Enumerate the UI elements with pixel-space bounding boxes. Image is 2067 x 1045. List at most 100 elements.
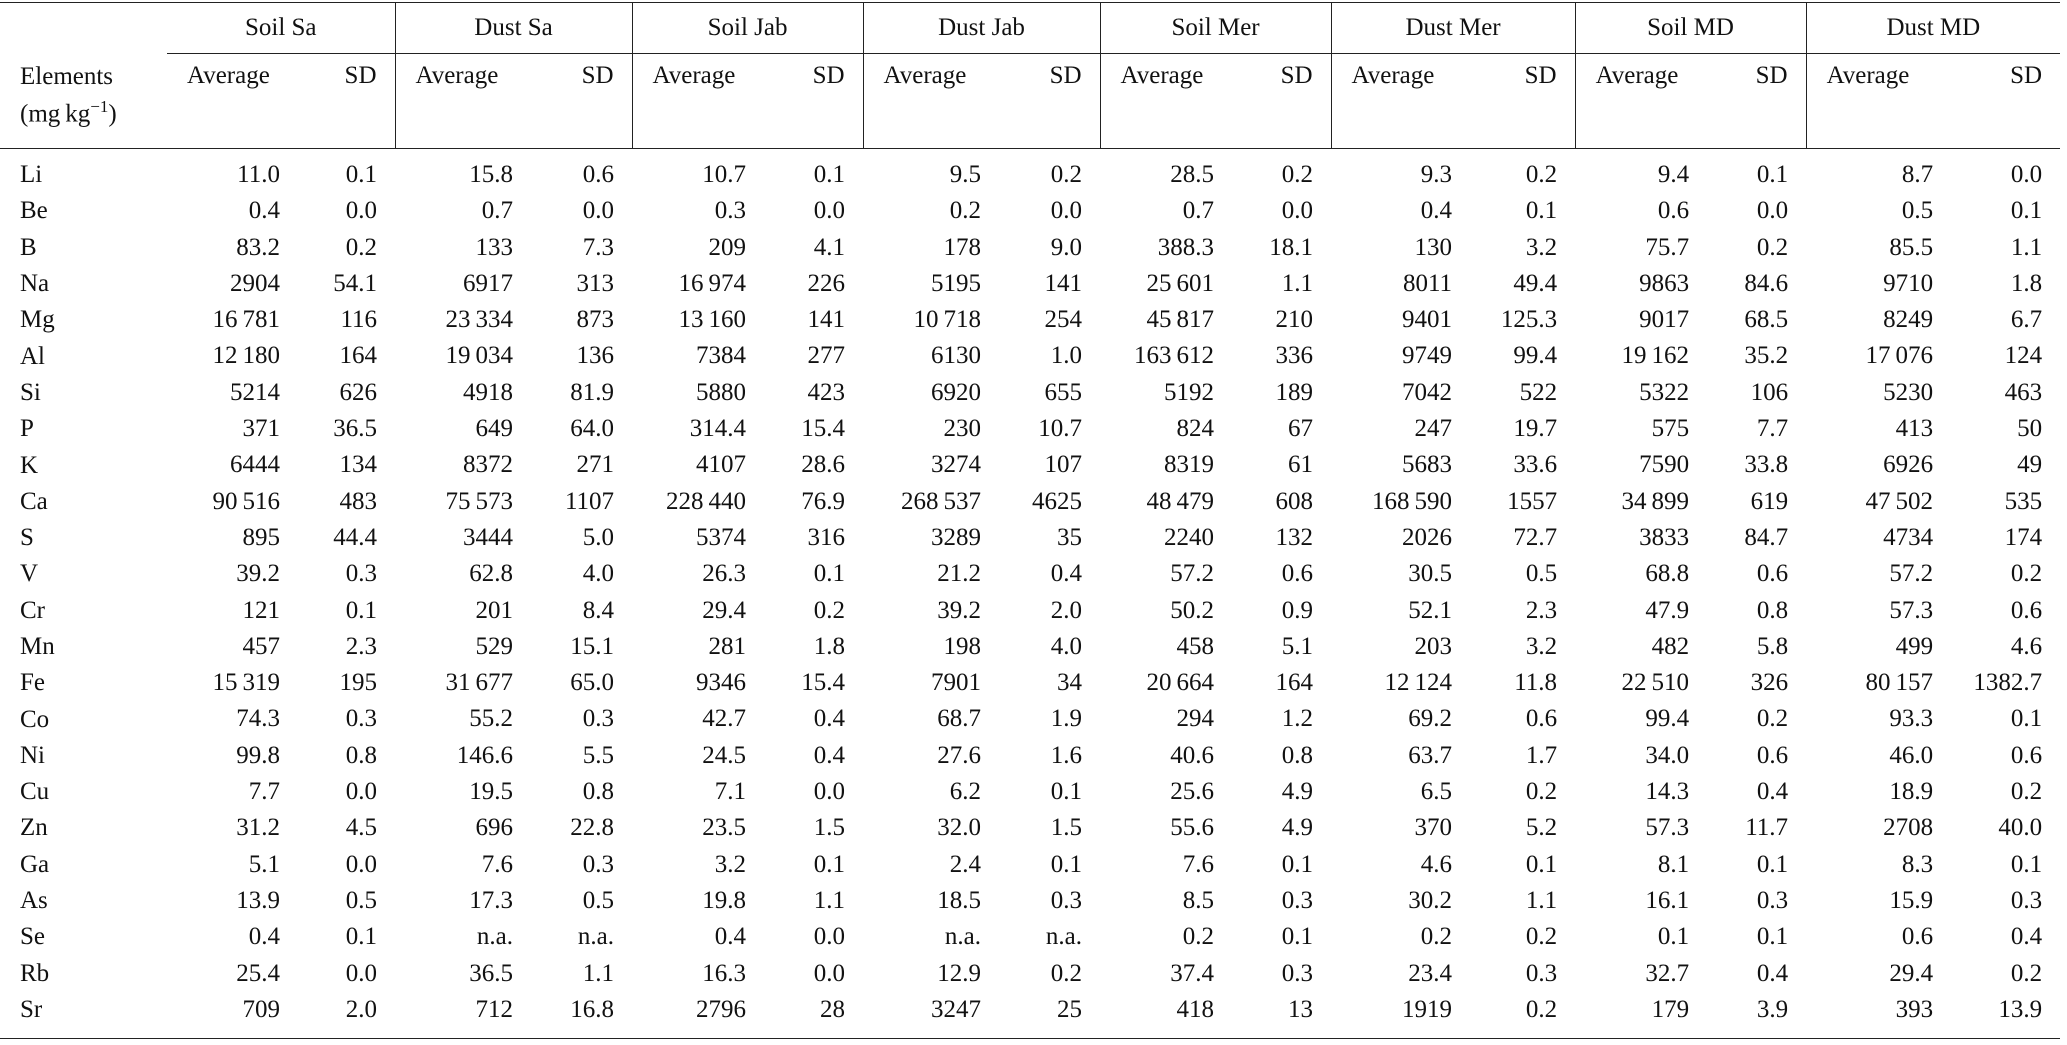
average-cell: 9863 — [1639, 269, 1690, 297]
element-name: Na — [20, 270, 50, 298]
sd-cell: 336 — [1275, 342, 1314, 370]
sd-cell: 655 — [1044, 378, 1083, 406]
average-cell: 5683 — [1402, 451, 1453, 479]
average-cell: 57.3 — [1889, 596, 1934, 624]
stub-unit: (mg kg — [20, 99, 91, 127]
average-cell: 0.4 — [248, 197, 280, 225]
sd-cell: 1.0 — [1050, 342, 1083, 370]
sd-cell: 0.6 — [2010, 741, 2043, 769]
element-name: Mg — [20, 306, 55, 334]
sd-cell: 0.1 — [1050, 850, 1083, 878]
average-cell: 10 718 — [913, 306, 982, 334]
sd-cell: 0.1 — [2010, 197, 2043, 225]
average-cell: 10.7 — [702, 161, 747, 188]
average-cell: 57.3 — [1645, 814, 1690, 842]
sd-cell: 0.0 — [1281, 197, 1314, 225]
sd-cell: 1107 — [564, 487, 615, 515]
sd-cell: 107 — [1044, 451, 1083, 479]
element-name: Cr — [20, 596, 45, 624]
average-cell: 2026 — [1402, 523, 1453, 551]
average-cell: 5195 — [931, 269, 982, 297]
table-row: Cr 121 0.1 201 8.4 29.4 0.2 39.2 2.0 50.2 0.9 52.1 2… — [0, 593, 2060, 629]
average-cell: 7.7 — [248, 778, 280, 806]
sd-cell: 0.2 — [345, 233, 378, 261]
table-row: Be 0.4 0.0 0.7 0.0 0.3 0.0 0.2 0.0 0.7 0.0 0.4 0.1 0.… — [0, 193, 2060, 229]
sd-cell: 0.0 — [813, 778, 846, 806]
average-cell: 30.2 — [1408, 886, 1453, 914]
sd-cell: 316 — [807, 523, 846, 551]
table-row: B 83.2 0.2 133 7.3 209 4.1 178 9.0 388.3 18.1 130 3.… — [0, 230, 2060, 266]
group-header: Soil Jab — [631, 2, 864, 54]
average-cell: 9.4 — [1657, 161, 1690, 188]
average-cell: 371 — [242, 415, 281, 443]
sd-cell: 1.8 — [2010, 269, 2043, 297]
sd-cell: 136 — [576, 342, 615, 370]
sd-cell: 0.2 — [1525, 995, 1558, 1023]
sd-cell: 1.2 — [1281, 705, 1314, 733]
sd-cell: 0.0 — [813, 197, 846, 225]
average-cell: 15 319 — [212, 669, 280, 697]
average-cell: 83.2 — [236, 233, 280, 261]
sd-cell: 0.2 — [1525, 778, 1558, 806]
table-row: Rb 25.4 0.0 36.5 1.1 16.3 0.0 12.9 0.2 37.4 0.3 23.… — [0, 956, 2060, 992]
sd-cell: 0.2 — [1050, 161, 1083, 188]
stub-corner — [0, 3, 167, 54]
average-cell: 7384 — [696, 342, 747, 370]
column-header: Average — [1805, 53, 1942, 149]
average-cell: 696 — [475, 814, 514, 842]
sd-cell: 0.2 — [2010, 778, 2043, 806]
table-row: Ni 99.8 0.8 146.6 5.5 24.5 0.4 27.6 1.6 40.6 0.8 63… — [0, 738, 2060, 774]
sd-cell: 65.0 — [570, 669, 615, 697]
sd-cell: 0.0 — [1050, 197, 1083, 225]
sd-cell: 22.8 — [570, 814, 615, 842]
average-cell: 31 677 — [445, 669, 514, 697]
sd-cell: 5.1 — [1281, 632, 1314, 660]
sd-cell: 4.1 — [813, 233, 846, 261]
element-name: Ni — [20, 741, 45, 769]
average-cell: 712 — [475, 995, 514, 1023]
sd-cell: 0.0 — [813, 923, 846, 951]
sd-cell: 195 — [339, 669, 378, 697]
sd-cell: 11.7 — [1745, 814, 1789, 842]
column-header: Average — [394, 53, 522, 149]
sd-cell: 13.9 — [1998, 995, 2043, 1023]
column-header: SD — [1460, 53, 1576, 149]
sd-cell: 2.3 — [1525, 596, 1558, 624]
element-name: Fe — [20, 669, 45, 697]
average-cell: 230 — [943, 415, 982, 443]
group-header: Soil Sa — [167, 2, 396, 54]
sd-cell: 326 — [1750, 669, 1789, 697]
sd-cell: 0.4 — [1050, 560, 1083, 588]
sd-cell: 4.9 — [1281, 814, 1314, 842]
sd-cell: 124 — [2004, 342, 2043, 370]
average-cell: 19.5 — [469, 778, 514, 806]
sd-cell: 134 — [339, 451, 378, 479]
table-row: Se 0.4 0.1 n.a. n.a. 0.4 0.0 n.a. n.a. 0.2 0.1 0.2 0… — [0, 919, 2060, 955]
sd-cell: 6.7 — [2010, 306, 2043, 334]
average-cell: 7.1 — [714, 778, 747, 806]
average-cell: 99.4 — [1645, 705, 1690, 733]
sd-cell: 106 — [1750, 378, 1789, 406]
average-cell: 16 974 — [678, 269, 747, 297]
average-cell: 19 162 — [1621, 342, 1690, 370]
sd-cell: 8.4 — [582, 596, 615, 624]
average-cell: 25 601 — [1146, 269, 1215, 297]
sd-cell: 0.8 — [1756, 596, 1789, 624]
element-name: Mn — [20, 633, 55, 660]
sd-cell: 0.1 — [813, 161, 846, 188]
sd-cell: 141 — [1044, 269, 1083, 297]
average-cell: 0.2 — [1420, 923, 1453, 951]
group-header: Dust Sa — [394, 2, 633, 54]
column-header: SD — [1222, 53, 1332, 149]
average-cell: 27.6 — [937, 741, 982, 769]
average-cell: 121 — [242, 596, 281, 624]
sd-cell: 0.1 — [1525, 850, 1558, 878]
sd-cell: 0.2 — [1525, 923, 1558, 951]
average-cell: 68.7 — [937, 705, 982, 733]
average-cell: 0.7 — [481, 197, 514, 225]
average-cell: 7590 — [1639, 451, 1690, 479]
sd-cell: 626 — [339, 378, 378, 406]
table-row: S 895 44.4 3444 5.0 5374 316 3289 35 2240 132 2026 7… — [0, 520, 2060, 556]
